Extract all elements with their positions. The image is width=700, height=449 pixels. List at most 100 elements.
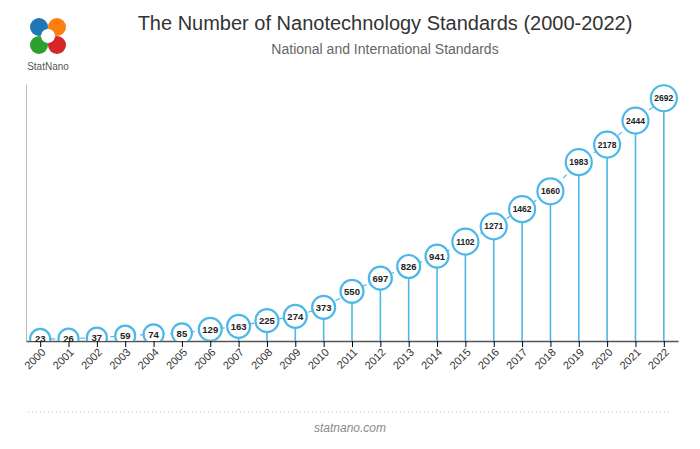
x-tick-mark: [352, 341, 353, 347]
dot: [397, 255, 420, 278]
footer: statnano.com: [314, 421, 386, 435]
data-label: 697: [372, 273, 388, 284]
x-tick: 2005: [164, 341, 190, 372]
data-label: 1271: [484, 221, 503, 231]
data-label: 1983: [569, 157, 588, 167]
stem: [578, 162, 580, 341]
x-tick-label: 2014: [419, 346, 445, 372]
x-tick-label: 2001: [50, 346, 76, 372]
x-tick-mark: [182, 341, 183, 347]
y-axis: [26, 85, 27, 342]
data-label: 23: [35, 333, 46, 344]
stem: [663, 98, 665, 341]
x-tick-mark: [522, 341, 523, 347]
x-tick-mark: [437, 341, 438, 347]
x-tick: 2000: [22, 341, 48, 372]
x-tick-mark: [267, 341, 268, 347]
dot: [312, 296, 335, 319]
x-tick: 2002: [79, 341, 105, 372]
data-label: 2444: [626, 116, 645, 126]
connecting-line: [40, 98, 664, 339]
x-tick: 2006: [192, 341, 218, 372]
stem: [550, 191, 552, 341]
x-tick-label: 2003: [107, 346, 133, 372]
dot: [651, 85, 677, 111]
x-tick-mark: [125, 341, 126, 347]
data-label: 1102: [456, 237, 475, 247]
x-tick: 2020: [589, 341, 615, 372]
x-tick-label: 2007: [220, 346, 246, 372]
data-label: 1660: [541, 186, 560, 196]
x-tick-label: 2017: [504, 346, 530, 372]
x-tick-mark: [210, 341, 211, 347]
x-tick-mark: [494, 341, 495, 347]
x-tick-label: 2013: [390, 346, 416, 372]
x-tick-mark: [324, 341, 325, 347]
marks: [30, 85, 677, 341]
dot: [87, 328, 107, 341]
x-tick: 2017: [504, 341, 530, 372]
x-tick: 2011: [334, 341, 359, 371]
x-tick-label: 2015: [447, 346, 473, 372]
data-label: 274: [287, 311, 304, 322]
chart: StatNanoThe Number of Nanotechnology Sta…: [0, 0, 700, 449]
x-tick-mark: [380, 341, 381, 347]
x-tick: 2021: [617, 341, 643, 372]
data-label: 2178: [598, 140, 617, 150]
dot: [144, 324, 164, 341]
x-tick: 2014: [419, 341, 445, 372]
stem: [436, 256, 438, 341]
x-tick-label: 2004: [135, 346, 161, 372]
x-tick: 2013: [390, 341, 416, 372]
logo-part: [41, 29, 55, 43]
x-tick-label: 2018: [532, 346, 558, 372]
x-tick-label: 2002: [79, 346, 105, 372]
stem: [521, 209, 523, 341]
x-tick-mark: [465, 341, 466, 347]
data-label: 373: [316, 302, 332, 313]
dot: [227, 315, 250, 338]
x-tick-mark: [409, 341, 410, 347]
title: The Number of Nanotechnology Standards (…: [138, 12, 633, 34]
x-axis: 2000200120022003200420052006200720082009…: [22, 341, 679, 372]
dot: [426, 245, 449, 268]
x-tick: 2001: [50, 341, 76, 372]
x-tick-label: 2012: [362, 346, 388, 372]
x-tick-label: 2022: [646, 346, 672, 372]
dot: [172, 323, 192, 341]
x-tick-label: 2019: [560, 346, 586, 372]
x-tick-mark: [295, 341, 296, 347]
logo: [30, 18, 66, 54]
x-tick: 2010: [305, 341, 331, 372]
x-tick: 2007: [220, 341, 246, 372]
dot: [199, 318, 222, 341]
x-tick-label: 2000: [22, 346, 48, 372]
x-tick-mark: [550, 341, 551, 347]
x-tick-mark: [579, 341, 580, 347]
x-tick-label: 2009: [277, 346, 303, 372]
stem: [493, 226, 495, 341]
x-tick: 2012: [362, 341, 388, 372]
x-tick: 2019: [560, 341, 586, 372]
subtitle: National and International Standards: [271, 41, 498, 57]
x-tick-mark: [154, 341, 155, 347]
x-tick: 2008: [249, 341, 275, 372]
data-label: 74: [148, 329, 159, 340]
data-label: 2692: [654, 93, 673, 103]
dot: [341, 280, 364, 303]
dot: [481, 213, 507, 239]
stem: [635, 121, 637, 341]
dot: [509, 196, 535, 222]
data-labels: 2326375974851291632252743735506978269411…: [35, 93, 674, 344]
data-label: 826: [401, 261, 417, 272]
dot: [452, 229, 478, 255]
dot: [594, 132, 620, 158]
x-tick-label: 2005: [164, 346, 190, 372]
data-label: 163: [231, 321, 247, 332]
x-tick-label: 2020: [589, 346, 615, 372]
dot: [566, 149, 592, 175]
dot: [30, 329, 50, 341]
data-label: 37: [92, 332, 103, 343]
x-tick: 2018: [532, 341, 558, 372]
y-axis-line: [26, 85, 27, 342]
